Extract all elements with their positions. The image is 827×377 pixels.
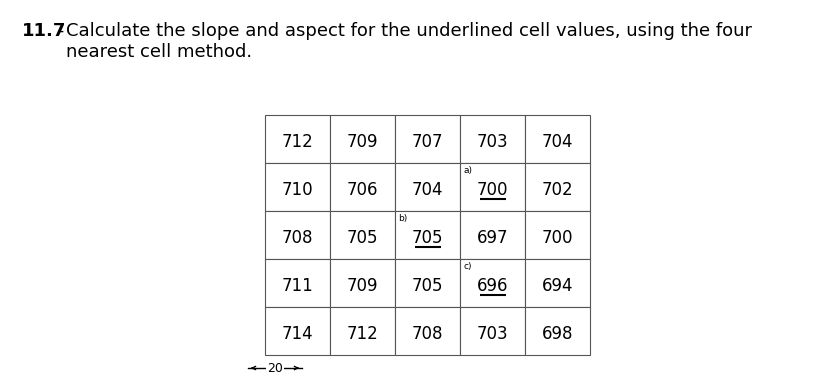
Bar [460,115,525,163]
Bar [330,163,395,211]
Text: 712: 712 [282,133,313,151]
Bar [460,163,525,211]
Text: 708: 708 [412,325,443,343]
Bar [395,115,460,163]
Bar [330,115,395,163]
Text: 703: 703 [476,325,509,343]
Text: 712: 712 [347,325,379,343]
Text: c): c) [463,262,471,271]
Text: 700: 700 [542,229,573,247]
Text: 703: 703 [476,133,509,151]
Text: 706: 706 [347,181,378,199]
Text: 710: 710 [282,181,313,199]
Text: Calculate the slope and aspect for the underlined cell values, using the four
ne: Calculate the slope and aspect for the u… [66,22,752,61]
Bar [265,115,330,163]
Bar [460,259,525,307]
Bar [265,307,330,355]
Text: 11.7: 11.7 [22,22,66,40]
Bar [525,211,590,259]
Text: 714: 714 [282,325,313,343]
Text: b): b) [398,214,407,223]
Bar [525,115,590,163]
Text: a): a) [463,166,472,175]
Text: 707: 707 [412,133,443,151]
Bar [525,259,590,307]
Bar [330,211,395,259]
Bar [395,259,460,307]
Bar [460,307,525,355]
Text: 698: 698 [542,325,573,343]
Text: 709: 709 [347,133,378,151]
Text: 705: 705 [412,277,443,295]
Text: 711: 711 [282,277,313,295]
Text: 697: 697 [476,229,509,247]
Bar [395,211,460,259]
Text: 704: 704 [412,181,443,199]
Text: 704: 704 [542,133,573,151]
Bar [265,163,330,211]
Bar [525,163,590,211]
Text: 705: 705 [412,229,443,247]
Bar [395,307,460,355]
Text: 20: 20 [267,362,283,374]
Bar [265,211,330,259]
Text: 694: 694 [542,277,573,295]
Text: 700: 700 [476,181,509,199]
Bar [460,211,525,259]
Bar [395,163,460,211]
Bar [525,307,590,355]
Text: 705: 705 [347,229,378,247]
Text: 696: 696 [476,277,509,295]
Bar [265,259,330,307]
Text: 702: 702 [542,181,573,199]
Text: 708: 708 [282,229,313,247]
Text: -: - [52,22,70,40]
Text: 709: 709 [347,277,378,295]
Bar [330,307,395,355]
Bar [330,259,395,307]
